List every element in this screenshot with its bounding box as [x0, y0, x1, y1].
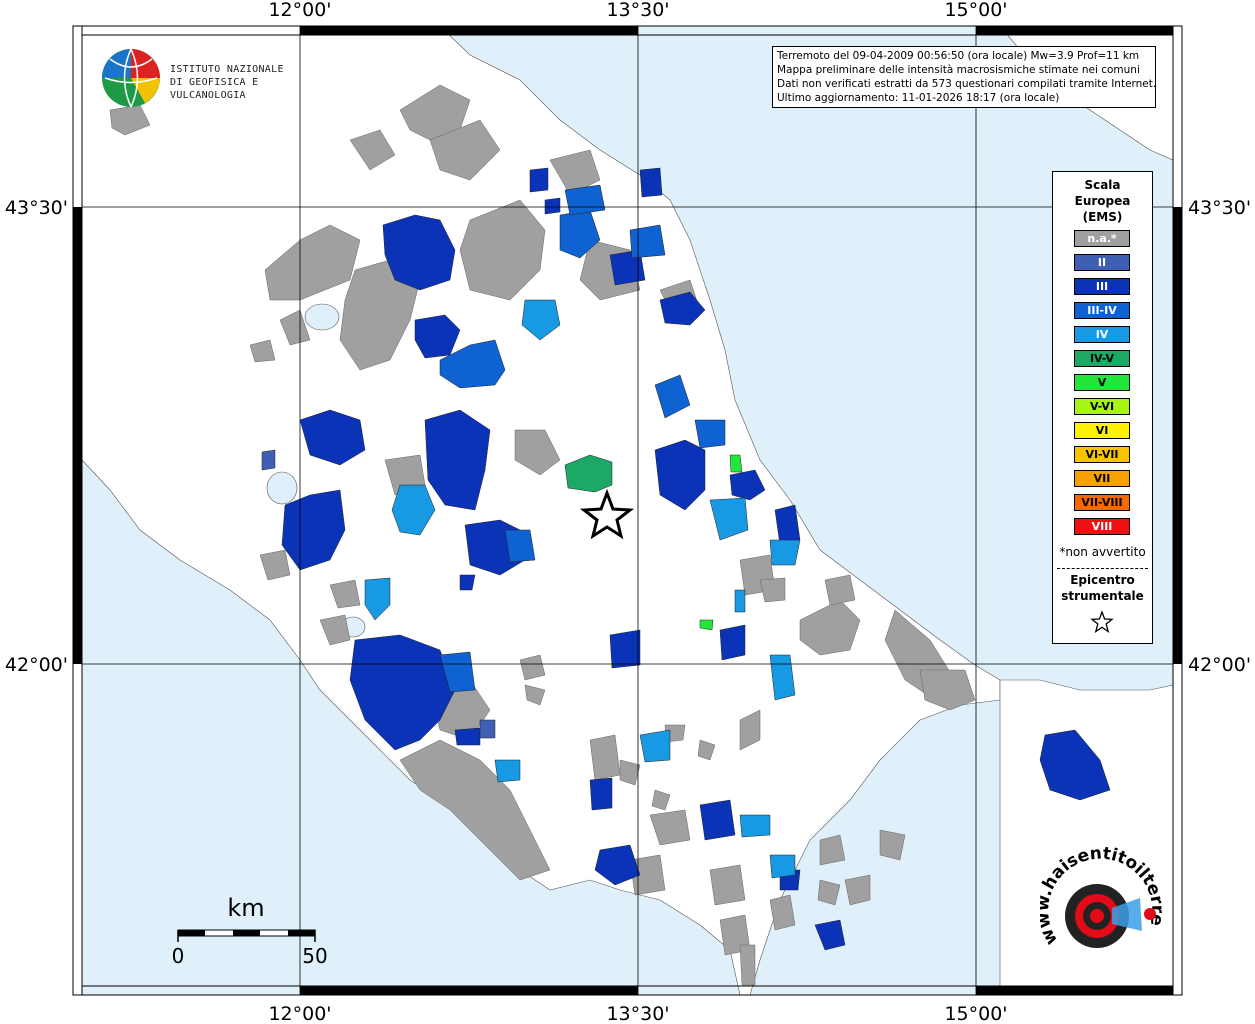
legend-item-v-vi: V-VI: [1074, 398, 1130, 415]
legend-epicenter-line1: Epicentro: [1070, 573, 1135, 587]
ingv-globe-icon: [102, 48, 160, 108]
legend-note: *non avvertito: [1059, 545, 1146, 559]
epicenter-star-icon: [579, 488, 635, 540]
scale-unit: km: [227, 894, 264, 922]
scale-min: 0: [172, 944, 185, 968]
legend-item-iv-v: IV-V: [1074, 350, 1130, 367]
legend-item-ii: II: [1074, 254, 1130, 271]
lake-trasimeno: [304, 303, 340, 331]
legend-item-vii: VII: [1074, 470, 1130, 487]
legend-title: Scala Europea (EMS): [1053, 177, 1152, 225]
legend-separator: [1057, 568, 1148, 569]
info-line-1: Terremoto del 09-04-2009 00:56:50 (ora l…: [777, 50, 1140, 62]
legend-item-n-a: n.a.*: [1074, 230, 1130, 247]
legend-epicenter-label: Epicentro strumentale: [1053, 572, 1152, 604]
legend-item-vi: VI: [1074, 422, 1130, 439]
info-line-3: Dati non verificati estratti da 573 ques…: [777, 78, 1156, 90]
bottom-label-12: 12°00': [268, 1003, 331, 1024]
legend-item-vi-vii: VI-VII: [1074, 446, 1130, 463]
legend-star-icon: [1090, 610, 1114, 634]
legend-item-vii-viii: VII-VIII: [1074, 494, 1130, 511]
scale-bar: km 0 50: [172, 894, 328, 968]
ingv-name-line2: DI GEOFISICA E VULCANOLOGIA: [170, 77, 259, 101]
top-label-13-30: 13°30': [606, 0, 669, 21]
ingv-name-line1: ISTITUTO NAZIONALE: [170, 64, 284, 75]
legend-item-viii: VIII: [1074, 518, 1130, 535]
ingv-name: ISTITUTO NAZIONALE DI GEOFISICA E VULCAN…: [170, 63, 320, 102]
info-line-4: Ultimo aggiornamento: 11-01-2026 18:17 (…: [777, 92, 1060, 104]
legend-title-line1: Scala: [1084, 178, 1121, 192]
haisentito-badge[interactable]: www.haisentitoilterremoto.it: [1031, 831, 1170, 976]
legend-epicenter-line2: strumentale: [1061, 589, 1144, 603]
left-label-42: 42°00': [5, 654, 68, 676]
map-frame: [72, 25, 1183, 996]
seismo-badge-icon: www.haisentitoilterremoto.it: [1031, 831, 1167, 948]
right-label-42: 42°00': [1188, 654, 1251, 676]
ems-legend: Scala Europea (EMS) n.a.* II III III-IV IV IV…: [1052, 171, 1153, 644]
left-label-43-30: 43°30': [5, 197, 68, 219]
legend-item-iii: III: [1074, 278, 1130, 295]
legend-title-line3: (EMS): [1082, 210, 1123, 224]
legend-item-iii-iv: III-IV: [1074, 302, 1130, 319]
top-label-12: 12°00': [268, 0, 331, 21]
info-line-2: Mappa preliminare delle intensità macros…: [777, 64, 1140, 76]
municipalities-ii: [261, 449, 496, 739]
ingv-logo: ISTITUTO NAZIONALE DI GEOFISICA E VULCAN…: [100, 47, 320, 109]
municipalities-v: [699, 454, 743, 631]
top-label-15: 15°00': [944, 0, 1007, 21]
municipalities-iv: [364, 299, 801, 879]
lake-bolsena: [266, 471, 298, 505]
event-info-box: Terremoto del 09-04-2009 00:56:50 (ora l…: [772, 46, 1156, 108]
right-label-43-30: 43°30': [1188, 197, 1251, 219]
municipalities-iii-iv: [439, 184, 726, 693]
legend-title-line2: Europea: [1074, 194, 1131, 208]
municipalities-na: [109, 84, 976, 986]
legend-item-iv: IV: [1074, 326, 1130, 343]
municipalities-iv-v: [564, 454, 613, 493]
scale-max: 50: [302, 944, 327, 968]
legend-item-v: V: [1074, 374, 1130, 391]
bottom-label-13-30: 13°30': [606, 1003, 669, 1024]
graticule: [82, 26, 1173, 995]
bottom-label-15: 15°00': [944, 1003, 1007, 1024]
